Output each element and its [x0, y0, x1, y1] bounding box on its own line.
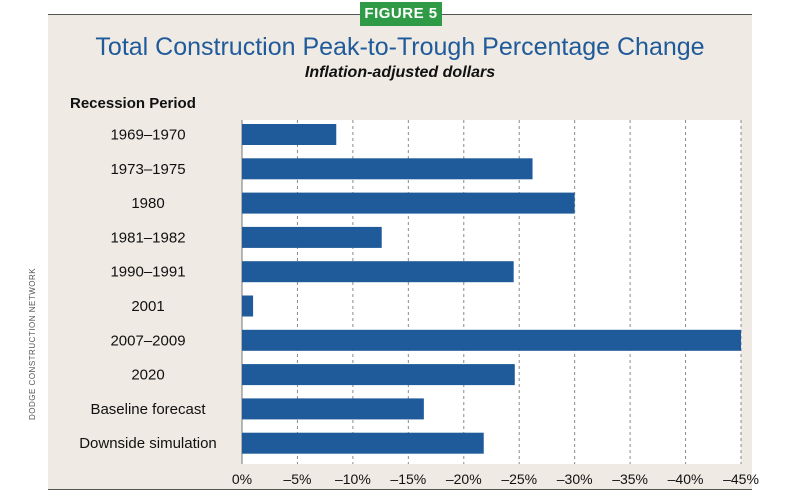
- x-tick-label: –20%: [446, 471, 482, 487]
- category-label: 1969–1970: [110, 127, 185, 144]
- bar: [242, 124, 337, 145]
- category-label: 1980: [131, 195, 164, 212]
- tick-labels: 0% –5% –10% –15% –20% –25% –30% –35% –40% –45%: [232, 471, 759, 487]
- x-tick-label: –15%: [390, 471, 426, 487]
- category-label: 1990–1991: [110, 264, 185, 281]
- category-label: 2020: [131, 367, 164, 384]
- chart-subtitle: Inflation-adjusted dollars: [304, 64, 496, 81]
- category-label: Baseline forecast: [90, 401, 206, 418]
- bar: [242, 432, 484, 454]
- bar: [242, 226, 382, 248]
- bar: [242, 295, 254, 317]
- category-label: 1973–1975: [110, 161, 185, 178]
- chart-title: Total Construction Peak-to-Trough Percen…: [95, 33, 705, 61]
- bars: [242, 124, 741, 454]
- category-label: 2007–2009: [110, 332, 185, 349]
- x-tick-label: –5%: [283, 471, 311, 487]
- category-label: Downside simulation: [79, 435, 217, 452]
- category-labels: 1969–1970 1973–1975 1980 1981–1982 1990–1991…: [79, 127, 217, 453]
- bar: [242, 398, 424, 420]
- bar: [242, 364, 515, 386]
- bar: [242, 158, 533, 180]
- bar: [242, 192, 575, 214]
- x-tick-label: 0%: [232, 471, 252, 487]
- y-axis-title: Recession Period: [70, 95, 196, 112]
- x-tick-label: –35%: [612, 471, 648, 487]
- category-label: 2001: [131, 298, 164, 315]
- category-label: 1981–1982: [110, 229, 185, 246]
- x-tick-label: –40%: [668, 471, 704, 487]
- bottom-rule: [48, 489, 752, 490]
- figure-badge: FIGURE 5: [360, 2, 442, 26]
- bar: [242, 329, 741, 351]
- x-tick-label: –10%: [335, 471, 371, 487]
- x-tick-label: –25%: [501, 471, 537, 487]
- x-tick-label: –30%: [557, 471, 593, 487]
- x-tick-label: –45%: [723, 471, 759, 487]
- bar: [242, 261, 514, 283]
